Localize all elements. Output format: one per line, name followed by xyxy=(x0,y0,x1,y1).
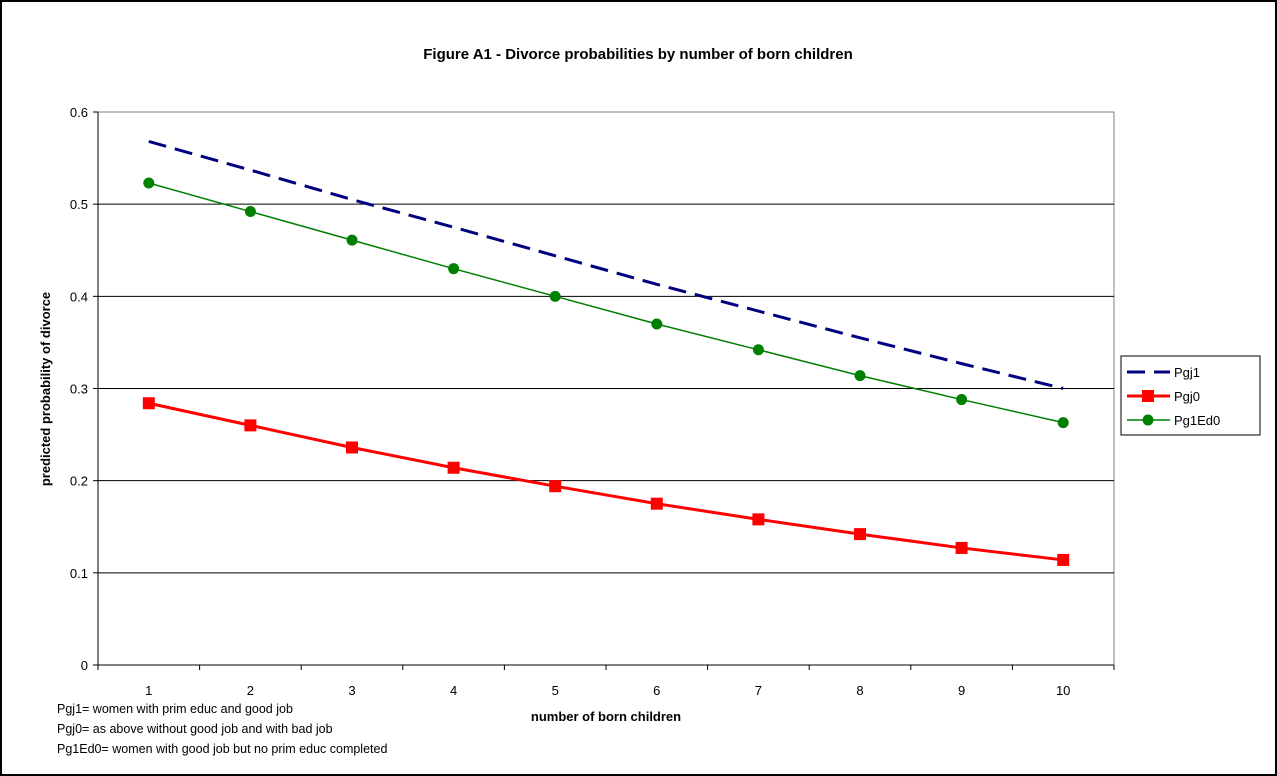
series-line-pgj1 xyxy=(148,140,1064,390)
x-axis-ticks: 1 2 3 4 5 6 7 8 9 10 xyxy=(97,665,1115,698)
y-axis-title: predicted probability of divorce xyxy=(38,292,53,486)
legend: Pgj1 Pgj0 Pg1Ed0 xyxy=(1120,355,1261,436)
data-point-pg1ed0 xyxy=(651,318,663,330)
chart-title: Figure A1 - Divorce probabilities by num… xyxy=(423,46,853,63)
y-tick-label: 0.5 xyxy=(70,197,88,212)
data-point-pg1ed0 xyxy=(244,206,256,218)
legend-items: Pgj1 Pgj0 Pg1Ed0 xyxy=(1127,365,1220,428)
data-point-pgj0 xyxy=(549,480,562,493)
data-point-pg1ed0 xyxy=(956,394,968,406)
legend-marker-pgj0 xyxy=(1142,390,1154,402)
data-point-pg1ed0 xyxy=(854,370,866,382)
data-point-pgj0 xyxy=(854,528,866,541)
y-tick-label: 0 xyxy=(81,658,88,673)
note-pg1ed0: Pg1Ed0= women with good job but no prim … xyxy=(57,742,387,756)
data-point-pg1ed0 xyxy=(143,177,155,189)
data-point-pgj0 xyxy=(244,419,257,432)
data-point-pg1ed0 xyxy=(1057,417,1069,429)
x-tick-label: 6 xyxy=(653,683,660,698)
series-layer xyxy=(142,140,1070,566)
data-point-pg1ed0 xyxy=(549,290,561,302)
legend-label-pgj1: Pgj1 xyxy=(1174,365,1200,380)
x-tick-label: 4 xyxy=(450,683,457,698)
note-pgj0: Pgj0= as above without good job and with… xyxy=(57,722,333,736)
series-pg1ed0 xyxy=(143,177,1069,429)
x-tick-label: 5 xyxy=(552,683,559,698)
data-point-pgj0 xyxy=(1057,553,1070,566)
x-tick-label: 7 xyxy=(755,683,762,698)
y-axis-ticks: 0 0.1 0.2 0.3 0.4 0.5 0.6 xyxy=(70,105,98,673)
x-tick-label: 8 xyxy=(856,683,863,698)
x-tick-label: 3 xyxy=(348,683,355,698)
data-point-pg1ed0 xyxy=(752,344,764,356)
data-point-pgj0 xyxy=(346,441,358,454)
y-tick-label: 0.4 xyxy=(70,289,88,304)
legend-label-pg1ed0: Pg1Ed0 xyxy=(1174,413,1220,428)
data-point-pgj0 xyxy=(650,497,663,510)
series-line-pgj0 xyxy=(148,401,1064,562)
series-line-pg1ed0 xyxy=(148,182,1064,424)
legend-label-pgj0: Pgj0 xyxy=(1174,389,1200,404)
x-tick-label: 10 xyxy=(1056,683,1070,698)
data-point-pgj0 xyxy=(955,541,968,554)
legend-marker-pg1ed0 xyxy=(1142,414,1154,426)
y-tick-label: 0.2 xyxy=(70,474,88,489)
series-pgj0 xyxy=(142,397,1070,566)
series-pgj1 xyxy=(148,140,1064,390)
data-point-pgj0 xyxy=(142,397,155,410)
gridlines xyxy=(98,203,1114,574)
x-tick-label: 1 xyxy=(145,683,152,698)
y-tick-label: 0.3 xyxy=(70,382,88,397)
x-tick-label: 2 xyxy=(247,683,254,698)
note-pgj1: Pgj1= women with prim educ and good job xyxy=(57,702,293,716)
y-tick-label: 0.1 xyxy=(70,566,88,581)
y-tick-label: 0.6 xyxy=(70,105,88,120)
data-point-pgj0 xyxy=(447,461,460,474)
x-tick-label: 9 xyxy=(958,683,965,698)
x-axis-title: number of born children xyxy=(531,709,681,724)
data-point-pg1ed0 xyxy=(346,234,358,246)
data-point-pgj0 xyxy=(752,513,765,526)
data-point-pg1ed0 xyxy=(448,263,460,275)
